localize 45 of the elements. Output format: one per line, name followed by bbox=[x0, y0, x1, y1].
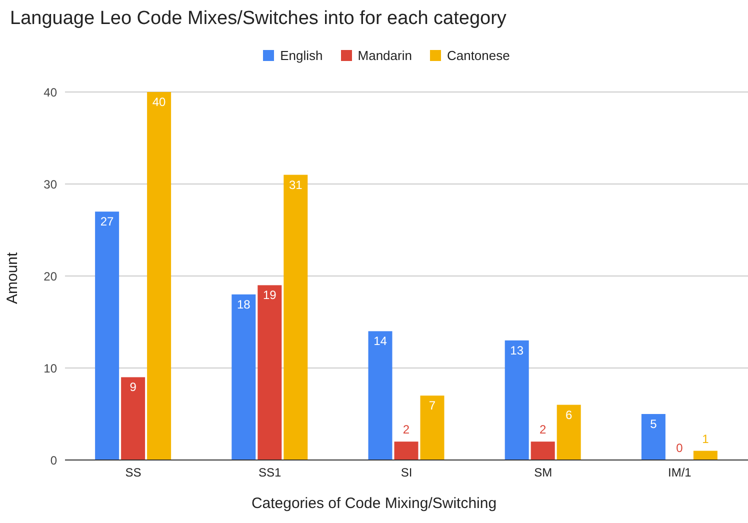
legend-label: Cantonese bbox=[446, 48, 510, 63]
bar bbox=[556, 404, 581, 460]
data-label: 19 bbox=[262, 288, 277, 302]
y-tick-label: 30 bbox=[44, 177, 58, 192]
bar bbox=[121, 377, 146, 460]
data-label: 2 bbox=[540, 422, 547, 437]
data-label: 13 bbox=[510, 343, 524, 358]
data-label: 18 bbox=[236, 297, 251, 312]
x-tick-label: SM bbox=[534, 466, 552, 480]
x-tick-label: SS1 bbox=[258, 466, 282, 480]
y-tick-label: 10 bbox=[44, 361, 58, 376]
y-tick-label: 20 bbox=[44, 269, 58, 284]
y-axis-title: Amount bbox=[4, 252, 21, 304]
bar bbox=[95, 212, 120, 460]
y-tick-label: 0 bbox=[50, 453, 58, 468]
data-label: 2 bbox=[402, 422, 410, 437]
bar bbox=[420, 396, 444, 460]
x-tick-label: SS bbox=[125, 466, 142, 480]
data-label: 40 bbox=[152, 95, 166, 109]
data-label: 0 bbox=[676, 441, 684, 455]
bar bbox=[530, 442, 555, 460]
bar bbox=[284, 174, 308, 460]
y-tick-label: 40 bbox=[44, 85, 58, 100]
legend-label: Mandarin bbox=[356, 48, 412, 63]
bar bbox=[641, 414, 666, 460]
data-label: 9 bbox=[130, 380, 137, 394]
bar bbox=[258, 285, 282, 460]
x-axis-title: Categories of Code Mixing/Switching bbox=[250, 495, 498, 512]
chart-title: Language Leo Code Mixes/Switches into for each category bbox=[10, 8, 506, 30]
bar bbox=[368, 331, 392, 460]
data-label: 31 bbox=[288, 178, 303, 192]
data-label: 14 bbox=[374, 334, 388, 348]
data-label: 1 bbox=[702, 432, 710, 446]
legend-label: English bbox=[279, 48, 323, 63]
data-label: 6 bbox=[566, 408, 573, 422]
bar bbox=[693, 450, 718, 460]
bar bbox=[504, 340, 529, 460]
bar bbox=[147, 92, 172, 460]
data-label: 5 bbox=[650, 417, 658, 431]
bar bbox=[232, 294, 256, 460]
data-label: 7 bbox=[428, 398, 436, 413]
x-tick-label: IM/1 bbox=[668, 466, 692, 480]
data-label: 27 bbox=[100, 214, 114, 229]
bar bbox=[394, 442, 418, 460]
x-tick-label: SI bbox=[400, 466, 412, 480]
